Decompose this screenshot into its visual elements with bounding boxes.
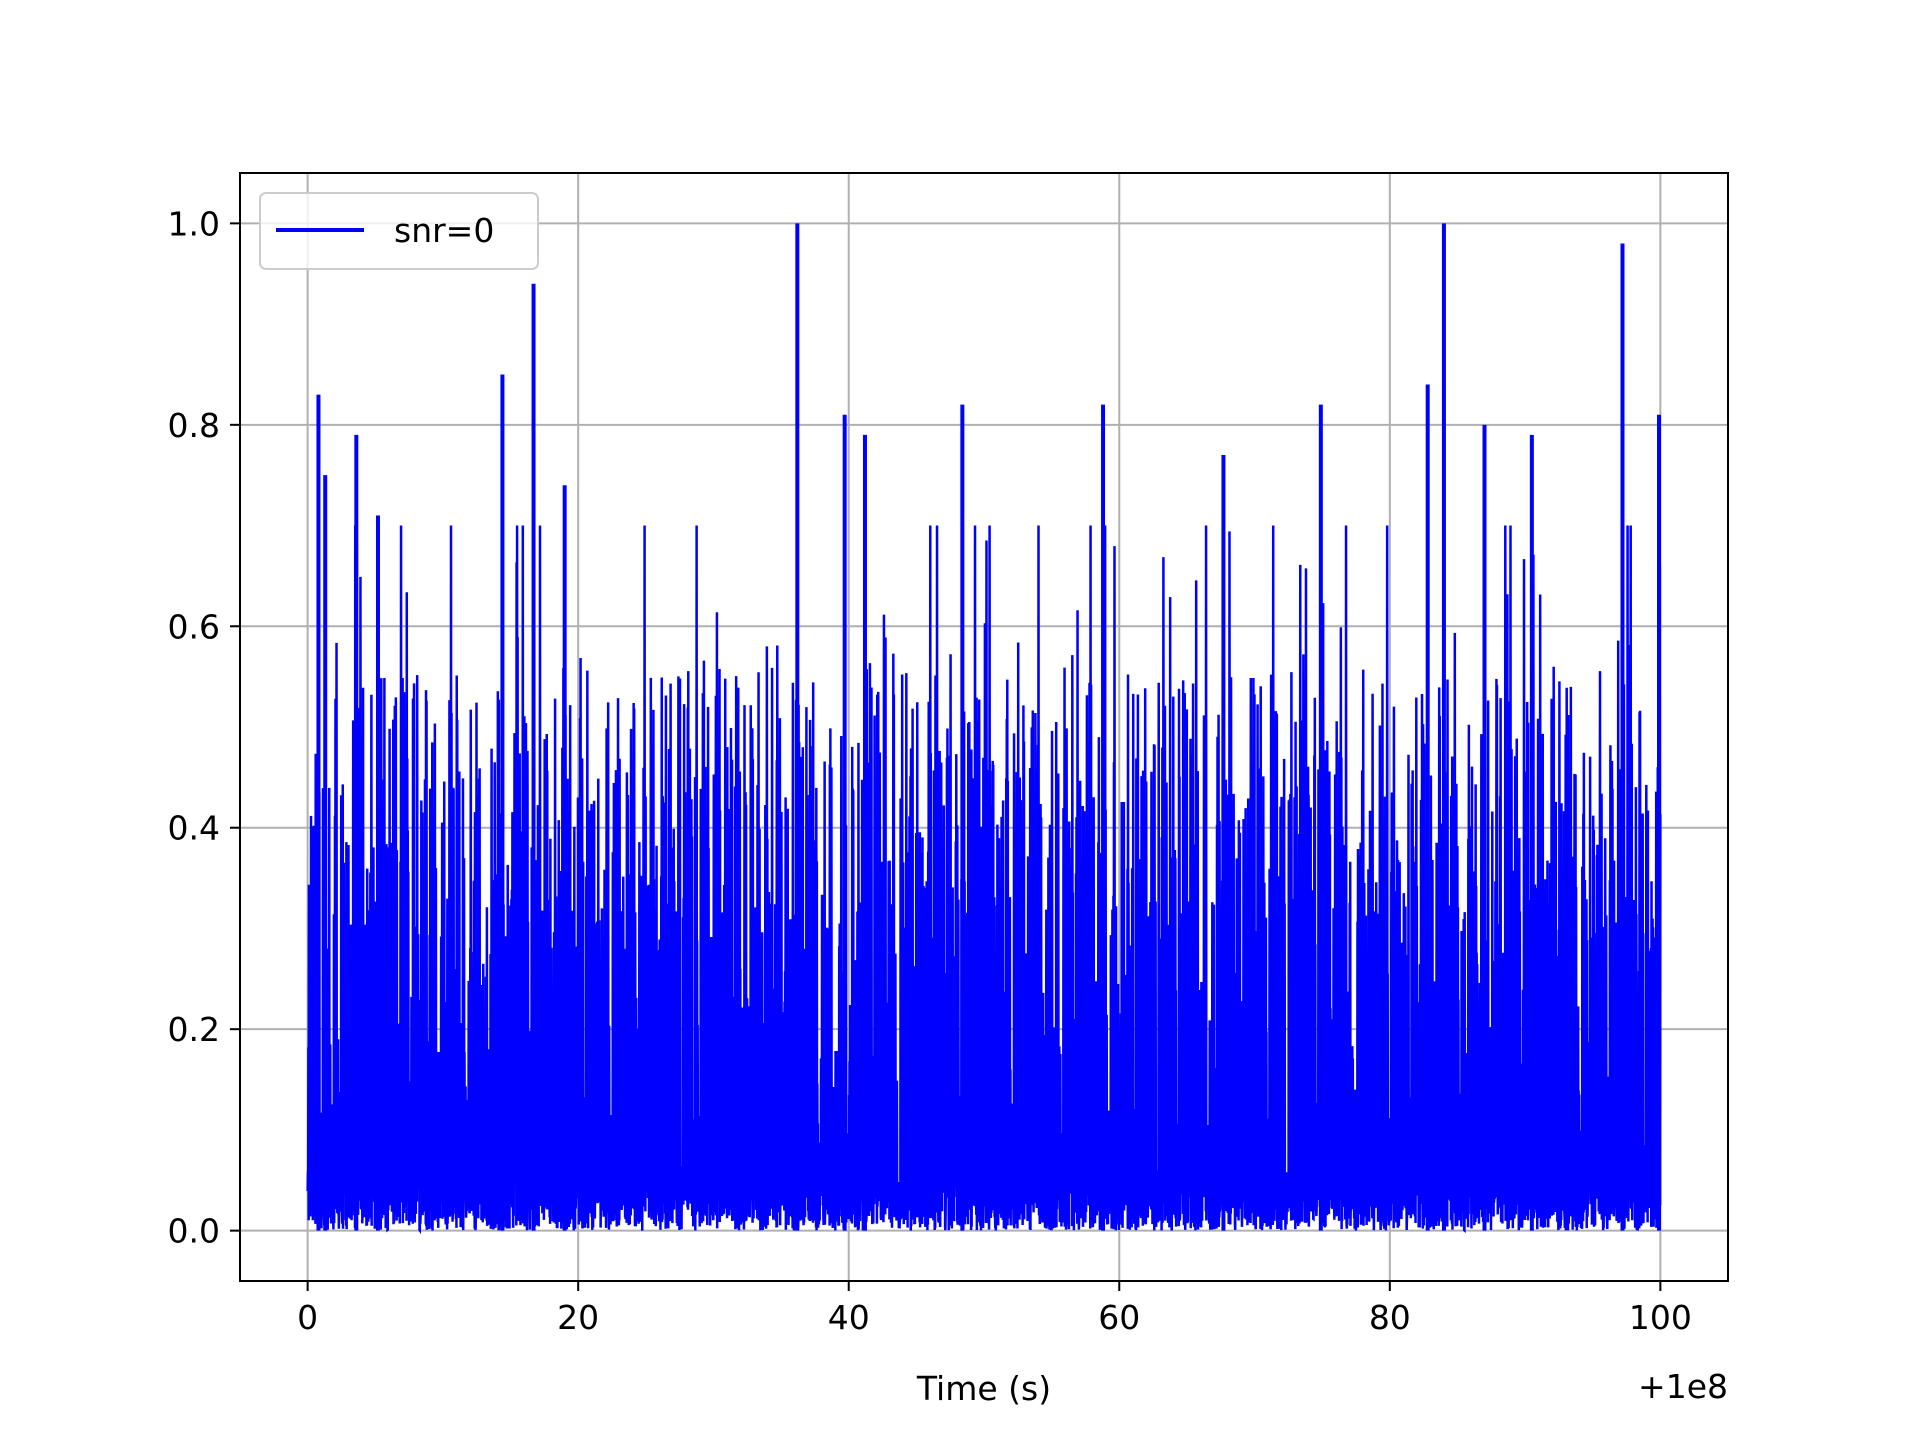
legend: snr=0 [259,192,539,270]
y-tick-label: 0.6 [168,607,220,646]
x-tick-label: 80 [1369,1298,1411,1337]
legend-box [259,192,539,270]
x-tick-label: 100 [1629,1298,1692,1337]
legend-label-snr: snr=0 [394,211,494,250]
y-tick-label: 0.0 [168,1212,220,1251]
x-tick-label: 20 [557,1298,599,1337]
x-tick-label: 0 [297,1298,318,1337]
x-axis-offset-label: +1e8 [1638,1367,1728,1406]
axes-frame [239,172,1729,1282]
y-tick-label: 0.8 [168,406,220,445]
y-tick-label: 1.0 [168,204,220,243]
plot-area [306,223,1662,1235]
y-tick-label: 0.4 [168,809,220,848]
x-tick-label: 40 [828,1298,870,1337]
axis-ticks: 0 20 40 60 80 100 0.0 0.2 0.4 0.6 0.8 1.0 [168,204,1692,1337]
x-axis-label: Time (s) [916,1369,1051,1408]
y-tick-label: 0.2 [168,1010,220,1049]
x-tick-label: 60 [1098,1298,1140,1337]
